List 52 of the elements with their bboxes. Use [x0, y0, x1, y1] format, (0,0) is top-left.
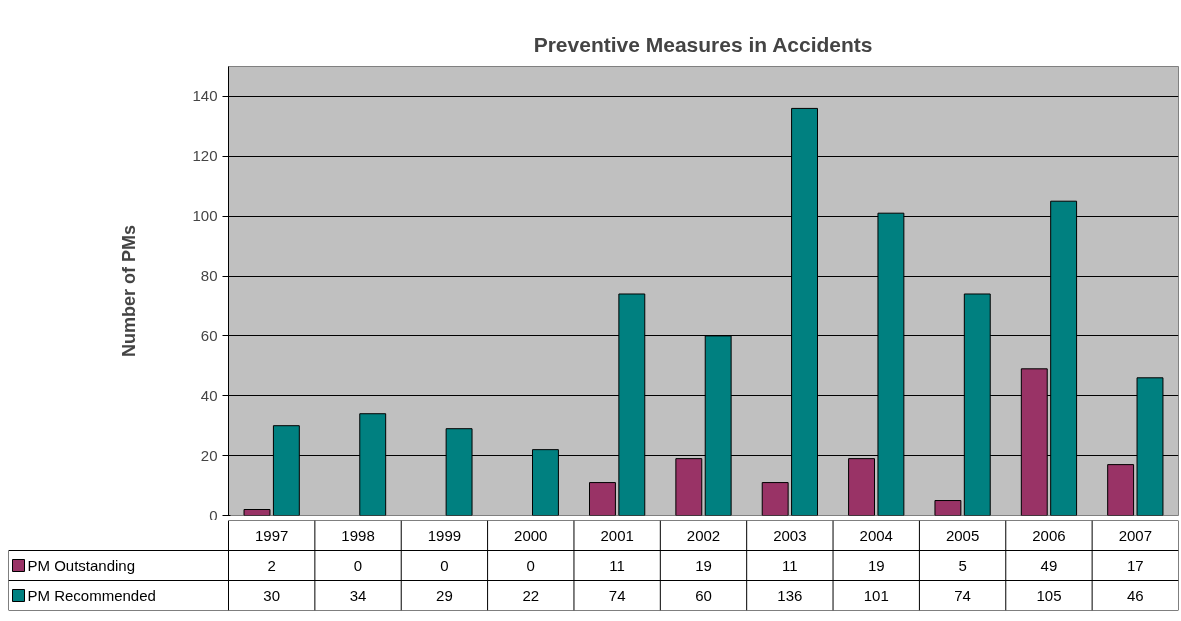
bar	[761, 482, 789, 516]
data-label: 49	[1040, 556, 1058, 574]
data-label: 46	[1126, 586, 1144, 604]
x-tick-label: 2001	[600, 526, 634, 544]
legend-label: PM Outstanding	[27, 557, 136, 574]
data-label: 0	[440, 556, 449, 574]
data-label: 5	[958, 556, 967, 574]
data-label: 136	[777, 586, 803, 604]
x-tick-label: 2004	[859, 526, 893, 544]
data-label: 2	[267, 556, 276, 574]
x-tick-label: 2003	[773, 526, 807, 544]
x-tick-label: 1999	[427, 526, 462, 544]
y-tick-label: 80	[200, 267, 218, 285]
data-label: 0	[526, 556, 535, 574]
y-tick-label: 140	[192, 87, 218, 105]
y-tick-label: 20	[200, 446, 218, 464]
y-tick-label: 60	[200, 326, 218, 344]
x-tick-label: 2002	[686, 526, 721, 544]
data-label: 11	[609, 556, 625, 574]
bar	[675, 458, 703, 516]
data-label: 11	[782, 556, 798, 574]
x-tick-label: 1997	[255, 526, 289, 544]
data-label: 17	[1126, 556, 1144, 574]
bar	[848, 458, 875, 516]
bar	[589, 482, 616, 516]
y-tick-label: 120	[192, 147, 218, 165]
data-label: 101	[863, 586, 889, 604]
x-tick-label: 1998	[341, 526, 375, 544]
x-tick-label: 2006	[1032, 526, 1066, 544]
legend-label: PM Recommended	[27, 587, 156, 604]
data-label: 22	[522, 586, 540, 604]
data-label: 0	[353, 556, 363, 574]
bar	[934, 500, 962, 516]
data-label: 19	[867, 556, 885, 574]
data-label: 29	[436, 586, 453, 604]
x-tick-label: 2000	[514, 526, 548, 544]
data-label: 19	[695, 556, 712, 574]
y-tick-label: 0	[209, 506, 218, 524]
bar	[1107, 464, 1135, 516]
chart-title: Preventive Measures in Accidents	[533, 32, 873, 56]
x-tick-label: 2005	[945, 526, 980, 544]
y-tick-label: 40	[200, 386, 218, 404]
data-label: 30	[263, 586, 281, 604]
y-axis-title: Number of PMs	[119, 224, 140, 358]
data-label: 60	[695, 586, 712, 604]
bar	[243, 509, 271, 516]
data-label: 34	[349, 586, 367, 604]
data-label: 74	[608, 586, 626, 604]
data-label: 74	[954, 586, 971, 604]
data-label: 105	[1036, 586, 1062, 604]
x-tick-label: 2007	[1118, 526, 1153, 544]
y-tick-label: 100	[192, 207, 218, 225]
